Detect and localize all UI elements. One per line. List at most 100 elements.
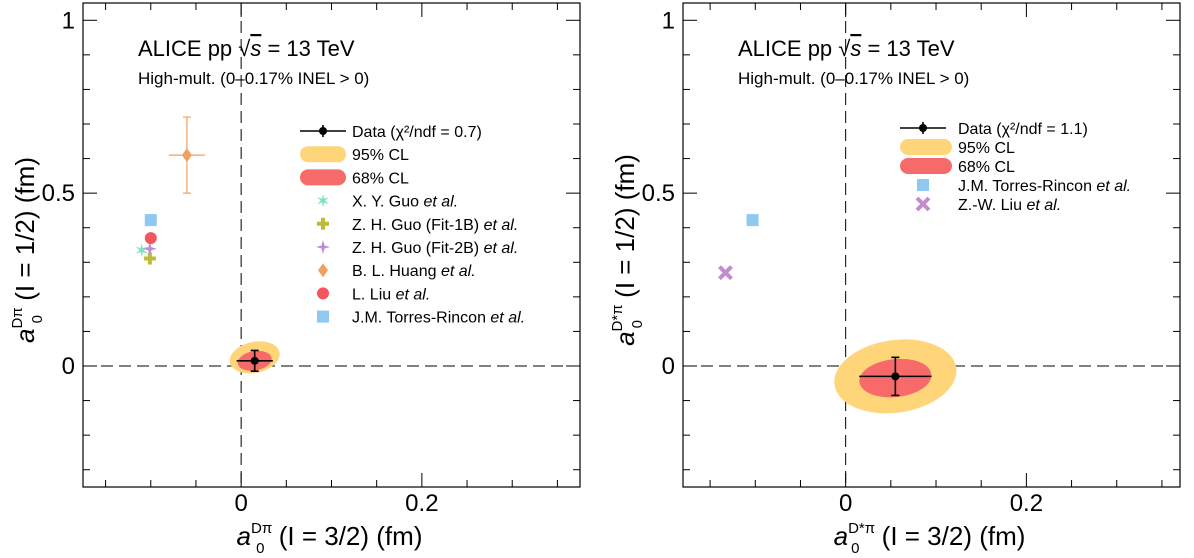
sqrt-sign: √ <box>238 36 251 61</box>
legend-theory-name: L. Liu <box>352 286 396 303</box>
legend-theory-etal: et al. <box>396 286 431 303</box>
x-label-sup: Dπ <box>251 520 272 537</box>
y-label-sub: 0 <box>629 320 646 328</box>
y-axis-label: aD*π 0 (I = 1/2) (fm) <box>609 154 646 346</box>
y-label-symbol: a <box>610 331 640 345</box>
y-tick-label: 0.5 <box>642 180 675 207</box>
legend-cl95-swatch <box>900 139 952 155</box>
legend-theory-label: B. L. Huang et al. <box>352 263 476 280</box>
legend-theory-etal: et al. <box>1026 197 1061 214</box>
data-point <box>891 372 900 381</box>
legend-theory-name: Z.-W. Liu <box>958 197 1026 214</box>
legend-theory-etal: et al. <box>484 217 519 234</box>
legend-cl68-swatch <box>900 158 952 174</box>
legend-theory-label: Z. H. Guo (Fit-1B) et al. <box>352 217 518 234</box>
legend-theory-marker <box>317 217 329 230</box>
legend-data-label: Data (χ²/ndf = 1.1) <box>958 121 1088 138</box>
x-tick-label: 0 <box>839 490 852 517</box>
legend-theory-label: J.M. Torres-Rincon et al. <box>958 178 1131 195</box>
y-tick-label: 1 <box>662 7 675 34</box>
title-text: ALICE pp <box>738 36 838 61</box>
legend-data-marker <box>319 127 327 135</box>
x-label-text: (I = 3/2) (fm) <box>874 521 1025 551</box>
legend-theory-etal: et al. <box>490 310 525 327</box>
theory-point <box>718 265 733 281</box>
legend-theory-label: X. Y. Guo et al. <box>352 194 458 211</box>
x-tick-label: 0 <box>234 490 247 517</box>
data-point <box>250 356 259 365</box>
legend-theory-name: J.M. Torres-Rincon <box>958 178 1096 195</box>
y-axis-label: aDπ 0 (I = 1/2) (fm) <box>9 157 46 343</box>
x-label-sub: 0 <box>851 540 859 557</box>
y-tick-label: 0.5 <box>42 180 75 207</box>
theory-point <box>143 252 156 265</box>
legend-theory-name: B. L. Huang <box>352 263 441 280</box>
legend-theory-label: Z.-W. Liu et al. <box>958 197 1061 214</box>
legend-theory-marker <box>915 196 931 212</box>
x-tick-label: 0.2 <box>1010 490 1043 517</box>
legend-theory-etal: et al. <box>1096 178 1131 195</box>
y-tick-label: 0 <box>62 353 75 380</box>
legend-theory-marker <box>317 310 329 323</box>
theory-point <box>144 214 157 227</box>
x-axis-label: aD*π 0 (I = 3/2) (fm) <box>834 520 1026 557</box>
x-label-sup: D*π <box>848 520 875 537</box>
y-tick-label: 1 <box>62 7 75 34</box>
x-label-symbol: a <box>237 521 251 551</box>
theory-point <box>135 243 148 258</box>
legend-theory-label: L. Liu et al. <box>352 286 430 303</box>
legend-theory-marker <box>318 263 328 278</box>
x-tick-label: 0.2 <box>405 490 438 517</box>
x-label-text: (I = 3/2) (fm) <box>272 521 423 551</box>
theory-point <box>142 241 157 256</box>
chart-title: ALICE pp √s = 13 TeV <box>738 36 955 61</box>
y-label-text: (I = 1/2) (fm) <box>10 157 40 308</box>
y-label-sup: D*π <box>609 304 626 331</box>
x-axis-label: aDπ 0 (I = 3/2) (fm) <box>237 520 423 557</box>
legend-theory-marker <box>316 240 330 254</box>
sqrt-s: s <box>850 36 861 61</box>
y-label-symbol: a <box>10 329 40 343</box>
y-label-sup: Dπ <box>9 307 26 328</box>
legend-theory-etal: et al. <box>484 240 519 257</box>
panel-right: 0 0.2 0 0.5 1 ALICE pp √s = 13 TeV High-mult. … <box>609 2 1181 557</box>
title-energy: = 13 TeV <box>861 36 954 61</box>
legend-theory-name: Z. H. Guo (Fit-1B) <box>352 217 484 234</box>
theory-point <box>746 214 759 227</box>
legend-cl68-label: 68% CL <box>958 159 1015 176</box>
sqrt-sign: √ <box>838 36 851 61</box>
legend-cl95-label: 95% CL <box>958 140 1015 157</box>
plot-frame <box>682 2 1181 488</box>
panel-left: 0 0.2 0 0.5 1 ALICE pp √s = 13 TeV High-mult. … <box>9 2 581 557</box>
legend-theory-marker <box>917 179 929 191</box>
theory-point <box>181 148 192 163</box>
chart-subtitle: High-mult. (0–0.17% INEL > 0) <box>138 69 369 88</box>
x-label-symbol: a <box>834 521 848 551</box>
legend-cl95-label: 95% CL <box>352 147 409 164</box>
legend-theory-marker <box>317 287 329 300</box>
title-text: ALICE pp <box>138 36 238 61</box>
x-label-sub: 0 <box>256 540 264 557</box>
legend-theory-etal: et al. <box>441 263 476 280</box>
y-tick-label: 0 <box>662 353 675 380</box>
legend-cl68-label: 68% CL <box>352 170 409 187</box>
legend-theory-label: J.M. Torres-Rincon et al. <box>352 310 525 327</box>
legend-data-label: Data (χ²/ndf = 0.7) <box>352 124 482 141</box>
chart-title: ALICE pp √s = 13 TeV <box>138 36 355 61</box>
y-label-sub: 0 <box>29 315 46 323</box>
legend-theory-marker <box>316 193 330 208</box>
legend-theory-etal: et al. <box>423 194 458 211</box>
legend-cl68-swatch <box>300 169 346 186</box>
sqrt-s: s <box>250 36 261 61</box>
legend-data-marker <box>919 124 927 132</box>
title-energy: = 13 TeV <box>261 36 354 61</box>
chart-subtitle: High-mult. (0–0.17% INEL > 0) <box>738 69 969 88</box>
theory-point <box>144 232 157 245</box>
y-label-text: (I = 1/2) (fm) <box>610 154 640 305</box>
legend-cl95-swatch <box>300 146 346 163</box>
legend-theory-name: X. Y. Guo <box>352 194 423 211</box>
legend-theory-label: Z. H. Guo (Fit-2B) et al. <box>352 240 518 257</box>
legend-theory-name: J.M. Torres-Rincon <box>352 310 490 327</box>
legend-theory-name: Z. H. Guo (Fit-2B) <box>352 240 484 257</box>
